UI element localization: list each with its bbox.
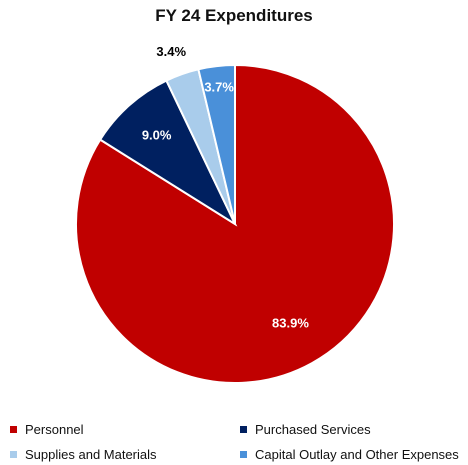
legend-label-purchased-services: Purchased Services [255, 422, 371, 437]
legend-label-supplies-materials: Supplies and Materials [25, 447, 157, 462]
chart-title: FY 24 Expenditures [155, 6, 313, 25]
legend-item-personnel: Personnel [10, 422, 84, 437]
legend-swatch-purchased-services [240, 426, 247, 433]
data-label-supplies-materials: 3.4% [156, 44, 186, 59]
legend-item-supplies-materials: Supplies and Materials [10, 447, 157, 462]
pie-slice-purchased-services [98, 79, 238, 227]
pie-slice-capital-outlay [197, 63, 236, 225]
data-label-purchased-services: 9.0% [142, 128, 172, 143]
data-label-personnel: 83.9% [272, 316, 309, 331]
data-label-capital-outlay: 3.7% [204, 80, 234, 95]
legend-label-capital-outlay: Capital Outlay and Other Expenses [255, 447, 459, 462]
legend-swatch-supplies-materials [10, 451, 17, 458]
legend-item-purchased-services: Purchased Services [240, 422, 371, 437]
legend-swatch-capital-outlay [240, 451, 247, 458]
legend-item-capital-outlay: Capital Outlay and Other Expenses [240, 447, 459, 462]
legend-swatch-personnel [10, 426, 17, 433]
legend-label-personnel: Personnel [25, 422, 84, 437]
